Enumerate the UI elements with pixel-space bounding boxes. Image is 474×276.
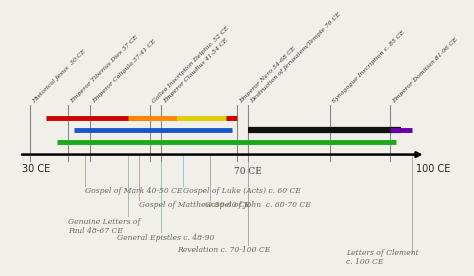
Text: Destruction of Jerusalem/Temple 70 CE: Destruction of Jerusalem/Temple 70 CE <box>250 11 342 104</box>
Text: Gospel of Matthew 50-60 CE: Gospel of Matthew 50-60 CE <box>139 201 251 209</box>
Text: General Epistles c. 48-90: General Epistles c. 48-90 <box>118 234 215 242</box>
Text: Revelation c. 70-100 CE: Revelation c. 70-100 CE <box>177 246 271 254</box>
Text: Emperor Claudius 41-54 CE: Emperor Claudius 41-54 CE <box>163 37 229 104</box>
Text: Synagogue Inscription c. 85 CE: Synagogue Inscription c. 85 CE <box>332 29 406 104</box>
Text: Emperor Tiberius Dies 37 CE: Emperor Tiberius Dies 37 CE <box>70 34 139 104</box>
Text: Emperor Nero 54-68 CE: Emperor Nero 54-68 CE <box>239 46 297 104</box>
Text: Gospel of Mark 40-50 CE: Gospel of Mark 40-50 CE <box>84 187 182 195</box>
Text: Galleo Inscription Delphic. 52 CE: Galleo Inscription Delphic. 52 CE <box>152 25 230 104</box>
Text: Letters of Clement
c. 100 CE: Letters of Clement c. 100 CE <box>346 249 419 266</box>
Text: 100 CE: 100 CE <box>416 164 451 174</box>
Text: Emperor Domitian 81-96 CE: Emperor Domitian 81-96 CE <box>392 36 459 104</box>
Text: 70 CE: 70 CE <box>234 167 262 176</box>
Text: Emperor Caligula 37-41 CE: Emperor Caligula 37-41 CE <box>91 38 157 104</box>
Text: Genuine Letters of
Paul 48-67 CE: Genuine Letters of Paul 48-67 CE <box>68 217 141 235</box>
Text: Gospel of John  c. 60-70 CE: Gospel of John c. 60-70 CE <box>205 201 310 209</box>
Text: Historical Jesus  30 CE: Historical Jesus 30 CE <box>32 48 87 104</box>
Text: Gospel of Luke (Acts) c. 60 CE: Gospel of Luke (Acts) c. 60 CE <box>183 187 301 195</box>
Text: 30 CE: 30 CE <box>22 164 50 174</box>
